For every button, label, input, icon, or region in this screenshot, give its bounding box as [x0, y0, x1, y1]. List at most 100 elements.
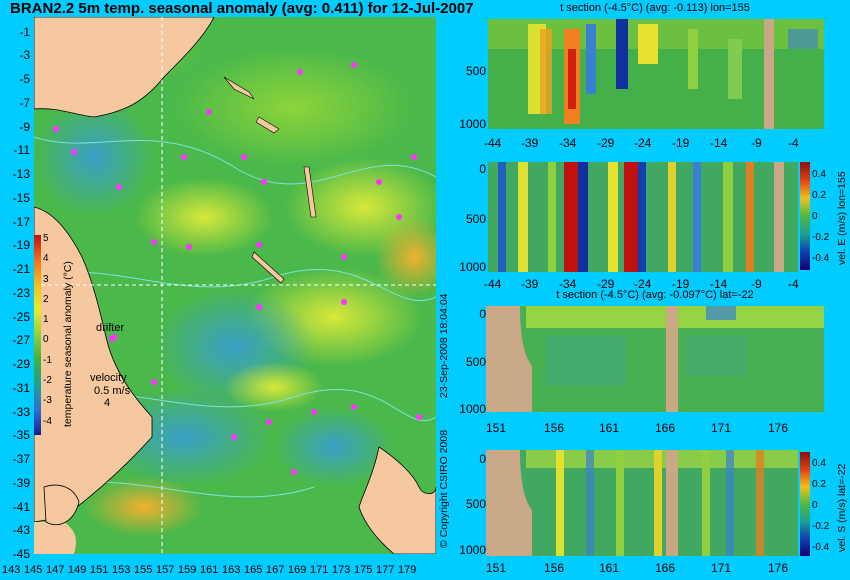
panel1-title: t section (-4.5°C) (avg: -0.113) lon=155 — [560, 2, 750, 14]
velocity-south-label: vel. S (m/s) lat=-22 — [836, 463, 848, 552]
lat-tick: -17 — [12, 215, 30, 229]
lat-tick: -15 — [12, 191, 30, 205]
x-tick: 151 — [486, 561, 507, 575]
velocity-east-colorbar — [800, 162, 810, 270]
map-graphic — [34, 17, 436, 554]
lon-tick: 151 — [90, 564, 109, 576]
x-tick: -9 — [751, 136, 762, 150]
lat-tick: -25 — [12, 310, 30, 324]
lat-tick: -19 — [12, 238, 30, 252]
x-tick: -39 — [521, 277, 539, 291]
x-tick: -34 — [559, 277, 577, 291]
lat-tick: -5 — [19, 72, 30, 86]
velocity-south-cbar-ticks: 0.4 0.2 0 -0.2 -0.4 — [812, 458, 830, 553]
lat-tick: -11 — [13, 143, 30, 157]
x-tick: -14 — [710, 277, 728, 291]
y-tick: 500 — [465, 212, 486, 226]
x-tick: 166 — [655, 421, 676, 435]
velocity-east-cbar-ticks: 0.4 0.2 0 -0.2 -0.4 — [812, 169, 830, 264]
y-tick: 500 — [465, 497, 486, 511]
x-tick: 161 — [599, 561, 620, 575]
velocity-south-colorbar — [800, 452, 810, 556]
lon-tick: 145 — [24, 564, 43, 576]
x-tick: -4 — [788, 277, 799, 291]
velocity-south-section-lat-22 — [486, 450, 798, 556]
x-tick: -24 — [634, 277, 652, 291]
drifter-legend-label: drifter — [96, 322, 125, 334]
x-tick: -44 — [484, 277, 502, 291]
section-graphic — [488, 19, 824, 129]
velocity-scale: 0.5 m/s — [94, 385, 131, 397]
x-tick: 156 — [544, 561, 565, 575]
lon-tick: 161 — [200, 564, 219, 576]
y-tick: 1000 — [459, 543, 486, 557]
lat-tick: -41 — [12, 500, 30, 514]
x-tick: 161 — [599, 421, 620, 435]
lon-tick: 165 — [244, 564, 263, 576]
lon-tick: 147 — [46, 564, 65, 576]
lat-tick: -1 — [19, 25, 30, 39]
lat-tick: -37 — [12, 452, 30, 466]
x-tick: 166 — [655, 561, 676, 575]
x-tick: -34 — [559, 136, 577, 150]
lon-tick: 179 — [398, 564, 417, 576]
x-tick: -29 — [597, 136, 615, 150]
lat-tick: -35 — [12, 428, 30, 442]
drifter-legend-marker — [109, 336, 115, 342]
x-tick: 176 — [768, 561, 789, 575]
lat-tick: -27 — [12, 333, 30, 347]
y-tick: 500 — [465, 64, 486, 78]
temp-section-lat-22 — [486, 306, 824, 412]
lat-tick: -33 — [12, 405, 30, 419]
lat-tick: -43 — [12, 523, 30, 537]
x-tick: 151 — [486, 421, 507, 435]
lat-tick: -13 — [12, 167, 30, 181]
velocity-legend-label: velocity — [90, 372, 127, 384]
lat-tick: -3 — [19, 48, 30, 62]
lon-tick: 167 — [266, 564, 285, 576]
colorbar-label: temperature seasonal anomaly (°C) — [62, 261, 74, 427]
section-graphic — [486, 306, 824, 412]
x-tick: -24 — [634, 136, 652, 150]
lat-tick: -9 — [19, 120, 30, 134]
lat-tick: -31 — [12, 381, 30, 395]
x-tick: -4 — [788, 136, 799, 150]
x-tick: -29 — [597, 277, 615, 291]
lon-tick: 175 — [354, 564, 373, 576]
copyright-notice: © Copyright CSIRO 2008 — [438, 429, 450, 548]
lat-tick: -45 — [12, 547, 30, 561]
panel3-title: t section (-4.5°C) (avg: -0.097°C) lat=-… — [556, 289, 754, 301]
y-tick: 1000 — [459, 402, 486, 416]
x-tick: -14 — [710, 136, 728, 150]
x-tick: 171 — [711, 421, 732, 435]
y-tick: 1000 — [459, 117, 486, 131]
lon-tick: 171 — [310, 564, 329, 576]
y-tick: 1000 — [459, 260, 486, 274]
section-graphic — [486, 450, 798, 556]
lat-tick: -29 — [12, 357, 30, 371]
y-tick: 0 — [479, 452, 486, 466]
lat-tick: -39 — [12, 476, 30, 490]
x-tick: 156 — [544, 421, 565, 435]
latitude-axis: -1 -3 -5 -7 -9 -11 -13 -15 -17 -19 -21 -… — [0, 17, 32, 561]
x-tick: -19 — [672, 136, 690, 150]
y-tick: 0 — [479, 162, 486, 176]
x-tick: -19 — [672, 277, 690, 291]
map-title: BRAN2.2 5m temp. seasonal anomaly (avg: … — [10, 0, 474, 17]
y-tick: 500 — [465, 355, 486, 369]
x-tick: -9 — [751, 277, 762, 291]
lon-tick: 155 — [134, 564, 153, 576]
x-tick: 171 — [711, 561, 732, 575]
velocity-scale-secondary: 4 — [104, 397, 111, 409]
velocity-east-label: vel. E (m/s) lon=155 — [836, 171, 848, 265]
lon-tick: 157 — [156, 564, 175, 576]
lon-tick: 153 — [112, 564, 131, 576]
x-tick: -39 — [521, 136, 539, 150]
x-tick: -44 — [484, 136, 502, 150]
lat-tick: -7 — [19, 96, 30, 110]
lon-tick: 143 — [2, 564, 21, 576]
lon-tick: 177 — [376, 564, 395, 576]
lat-tick: -23 — [12, 286, 30, 300]
